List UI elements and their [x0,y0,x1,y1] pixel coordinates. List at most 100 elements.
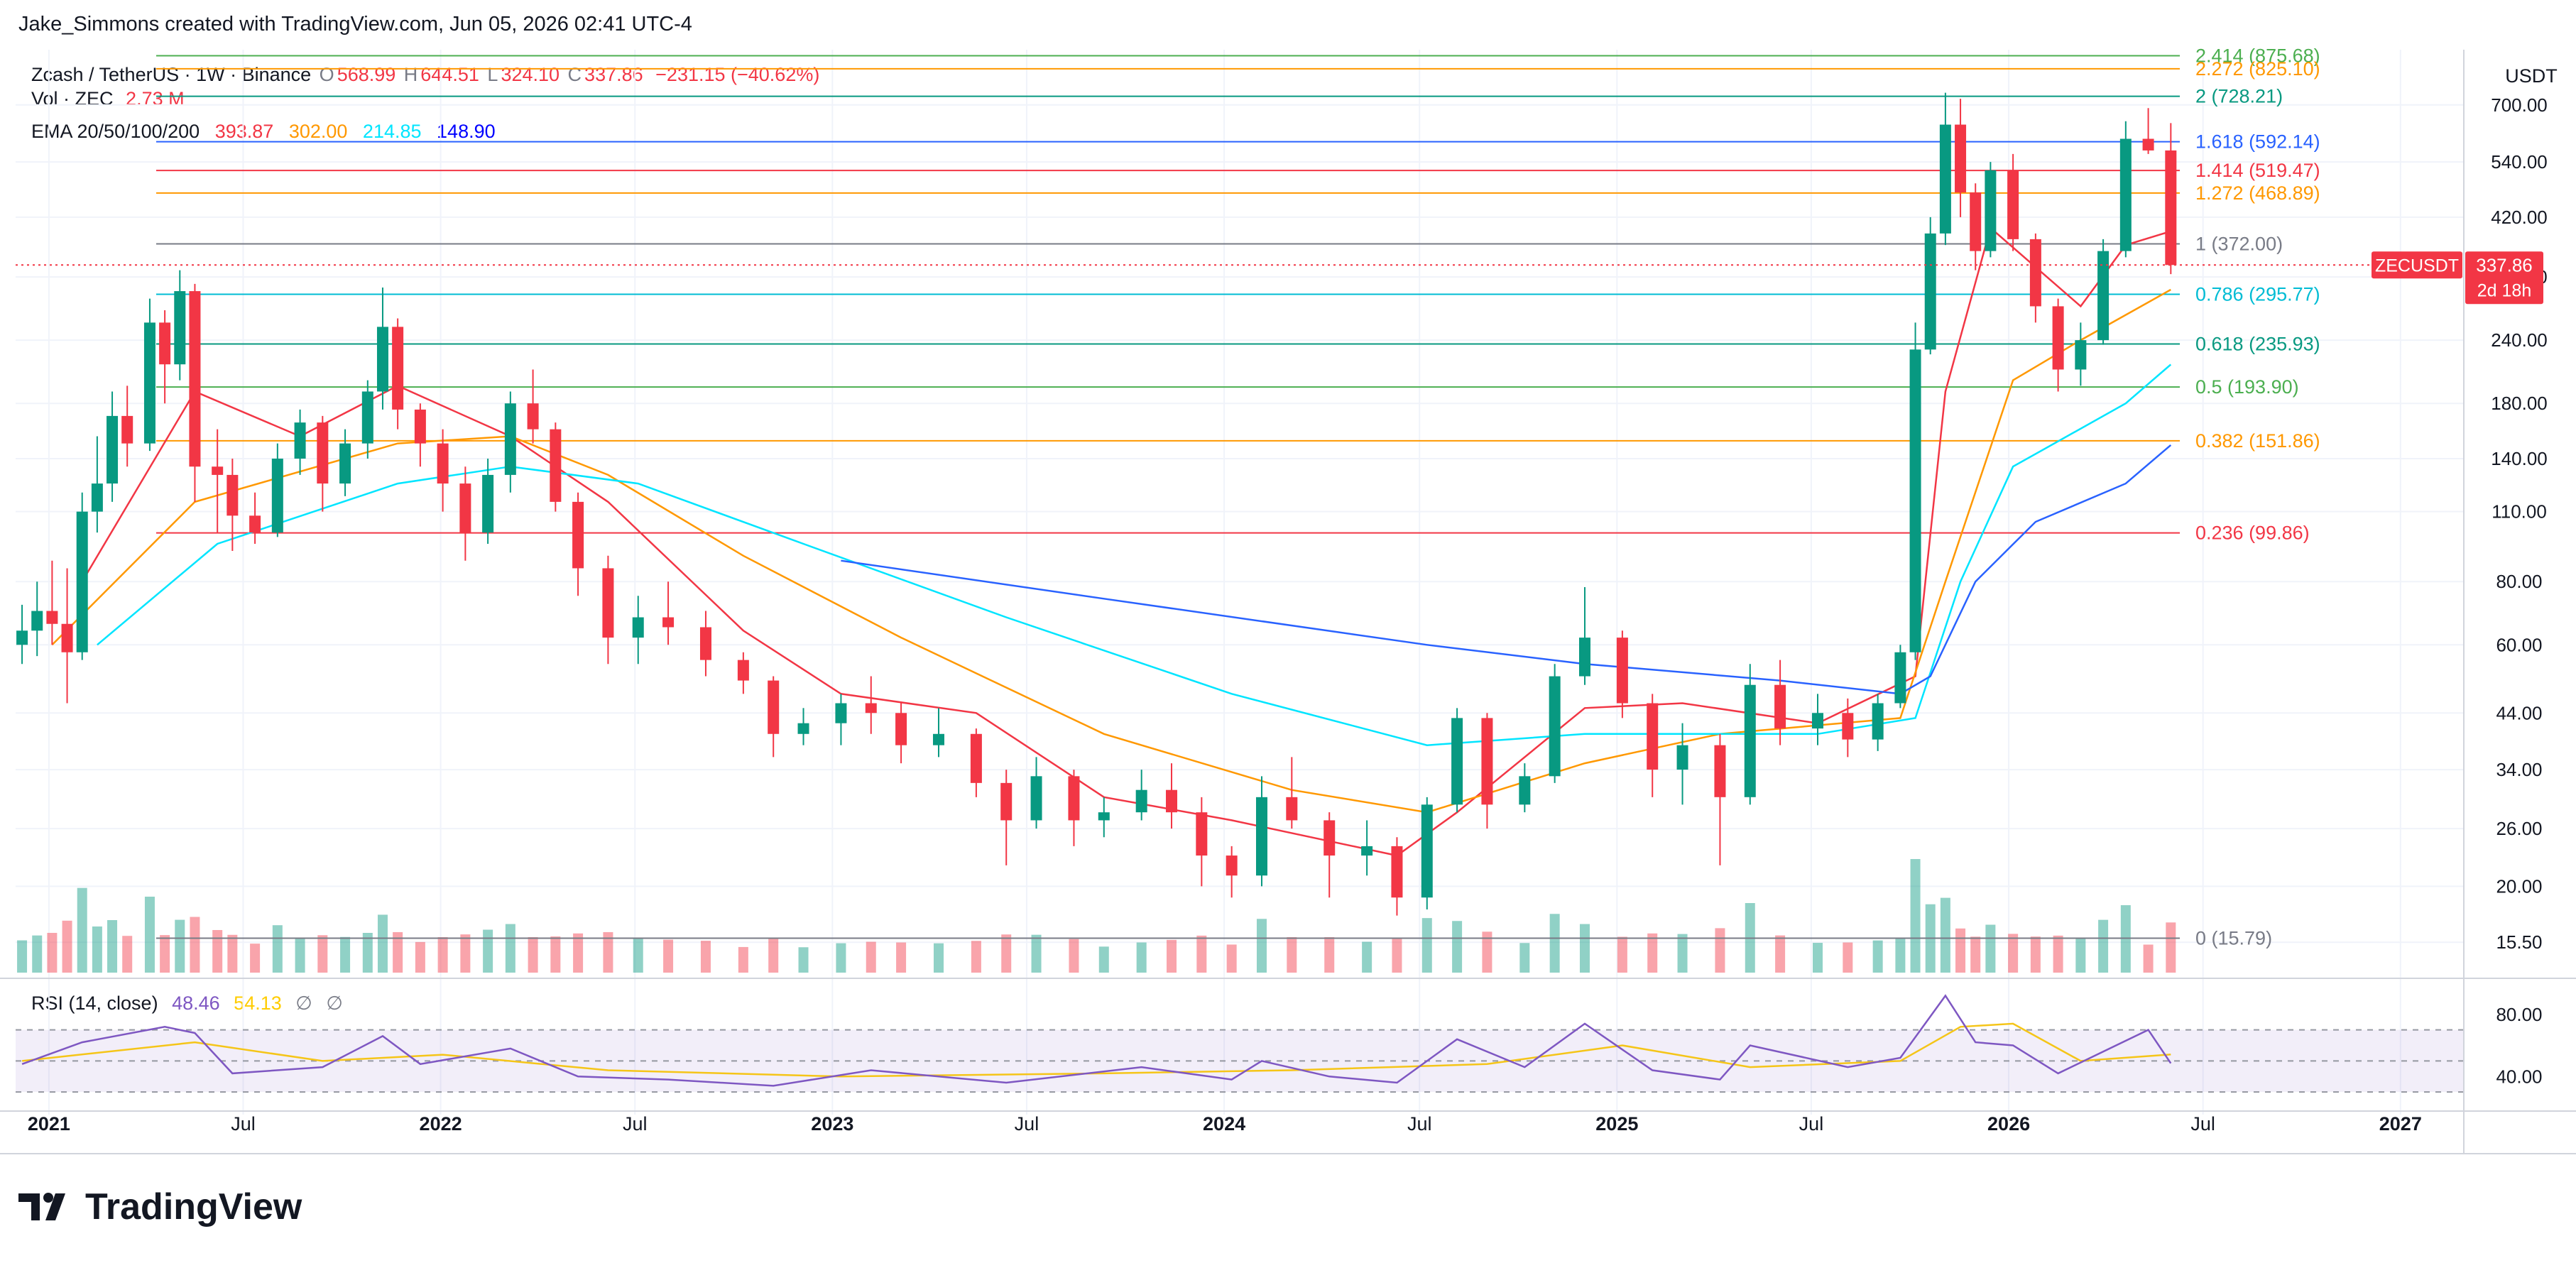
volume-bar [32,935,43,973]
rsi-ma-line [21,1022,2171,1078]
candle-body [437,443,449,484]
candle-body [1255,797,1267,876]
candle-body [932,733,944,745]
price-tick-label: 34.00 [2496,759,2542,780]
fib-level-label: 1 (372.00) [2195,233,2283,254]
volume-bar [1256,919,1267,973]
price-tick-label: 240.00 [2491,329,2548,351]
candle-body [392,327,404,410]
candle-body [271,458,283,533]
candle-body [376,327,388,392]
time-tick-label: 2023 [811,1113,853,1134]
candle [227,458,239,551]
candle-body [227,474,239,516]
high-value: 644.51 [420,64,479,85]
candle [1549,664,1561,783]
candle-body [2165,150,2177,266]
time-tick-label: 2027 [2379,1113,2422,1134]
candle [1196,797,1208,887]
candle-body [1549,676,1561,777]
time-tick-label: Jul [2190,1113,2215,1134]
candle [602,555,614,665]
volume-bar [1098,946,1109,973]
candle-body [1421,804,1433,898]
volume-bar [1895,937,1906,973]
candle [271,443,283,537]
candle [121,386,133,467]
candle [2029,233,2041,323]
fib-level-label: 1.272 (468.89) [2195,182,2320,204]
candle-body [121,415,133,444]
volume-bar [1136,942,1147,973]
volume-bar [663,939,674,973]
volume-bar [2166,922,2176,973]
candle [527,369,539,444]
volume-bar [1579,924,1590,973]
volume-bar [1392,938,1402,973]
candle-body [572,501,584,569]
candle-body [1955,124,1967,193]
volume-bar [1715,928,1725,973]
fib-level-label: 0.382 (151.86) [2195,430,2320,452]
candle-body [459,483,471,533]
candle [392,318,404,430]
rsi-label[interactable]: RSI (14, close) [31,993,158,1014]
candle [1166,763,1178,829]
fib-level-label: 2.414 (875.68) [2195,45,2320,66]
volume-bar [603,931,613,973]
candle-body [1391,846,1403,898]
ema20-value: 393.87 [214,121,274,142]
fib-level-label: 0.786 (295.77) [2195,283,2320,305]
volume-bar [1677,934,1688,973]
candle [76,492,88,660]
tradingview-logo[interactable]: TradingView [18,1186,302,1228]
candle-body [1676,745,1688,770]
candle-body [1135,789,1147,813]
candle-body [550,429,562,502]
volume-bar [483,929,493,973]
candle [1842,698,1854,758]
fib-level-label: 0 (15.79) [2195,927,2272,948]
ema-label[interactable]: EMA 20/50/100/200 [31,121,200,142]
candle-body [1361,846,1373,856]
candle [1616,630,1628,718]
volume-bar [1617,936,1627,973]
candle [1909,322,1921,660]
candle [437,429,449,512]
candle [2097,239,2110,345]
candle-body [16,630,28,645]
volume-bar [437,937,448,973]
ema20-line [81,226,2171,857]
volume-bar [1287,937,1297,973]
rsi-symbol-2: ∅ [326,993,343,1014]
time-tick-label: 2025 [1595,1113,1638,1134]
volume-bar [1970,936,1981,973]
last-price-tag: 337.86 [2476,254,2533,275]
volume-bar [1031,934,1042,973]
volume-bar [62,920,72,973]
rsi-band [16,1029,2464,1093]
axes: 700.00540.00420.00320.00240.00180.00140.… [0,50,2576,1154]
candle-body [2142,138,2154,151]
volume-bar [1647,933,1658,973]
volume-bar [505,924,515,973]
candle-body [527,403,539,430]
candle [212,429,224,533]
candle [932,708,944,758]
candle-body [602,568,614,638]
price-axis-unit: USDT [2505,65,2558,87]
candle-body [1714,745,1726,797]
symbol-name[interactable]: Zcash / TetherUS · 1W · Binance [31,64,312,85]
candle-body [1616,638,1628,704]
volume-bar [550,936,561,973]
volume-label[interactable]: Vol · ZEC [31,88,114,109]
fib-level-label: 0.5 (193.90) [2195,376,2299,398]
candle [504,391,516,493]
candle [835,694,847,745]
candle [1578,587,1590,685]
volume-bar [340,936,351,973]
time-tick-label: Jul [1407,1113,1432,1134]
ema200-value: 148.90 [437,121,496,142]
candle [1970,183,1982,270]
